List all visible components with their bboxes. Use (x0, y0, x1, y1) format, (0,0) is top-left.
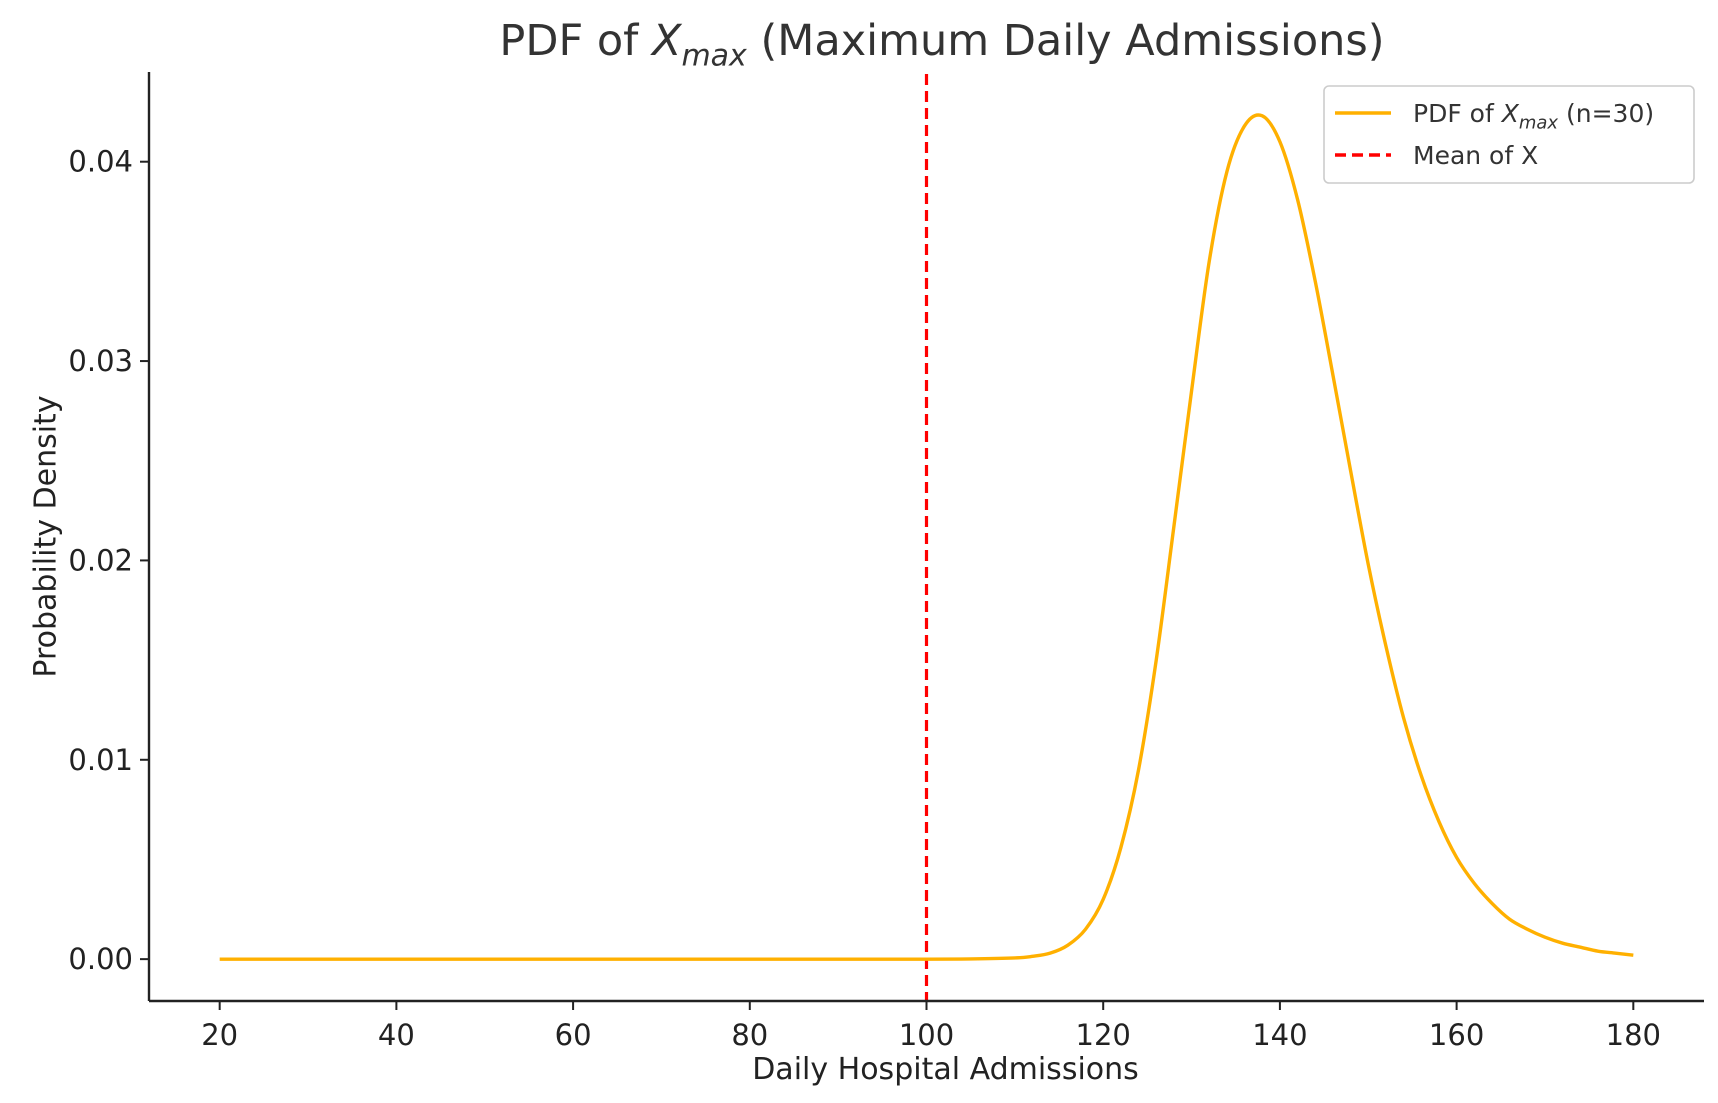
pdf-curve (219, 113, 1634, 961)
y-axis-title: Probability Density (29, 395, 64, 677)
x-tick-label: 100 (899, 1018, 954, 1052)
y-tick-label: 0.02 (68, 543, 133, 577)
x-axis: 20 40 60 80 100 120 140 160 180 (149, 999, 1704, 1052)
legend: PDF of Xmax (n=30) Mean of X (1323, 85, 1695, 184)
x-axis-title: Daily Hospital Admissions (752, 1052, 1139, 1087)
x-tick-label: 40 (378, 1018, 415, 1052)
x-tick-label: 120 (1076, 1018, 1131, 1052)
x-tick-label: 160 (1429, 1018, 1484, 1052)
x-tick-label: 20 (201, 1018, 238, 1052)
y-tick-label: 0.00 (68, 942, 133, 976)
legend-box (1323, 85, 1695, 184)
x-tick-label: 80 (731, 1018, 768, 1052)
x-tick-label: 140 (1252, 1018, 1307, 1052)
legend-label: Mean of X (1413, 141, 1538, 170)
x-tick-label: 60 (555, 1018, 592, 1052)
y-axis: 0.00 0.01 0.02 0.03 0.04 (68, 72, 151, 1001)
chart-title: PDF of Xmax (Maximum Daily Admissions) (499, 16, 1384, 74)
x-tick-label: 180 (1606, 1018, 1661, 1052)
legend-label: PDF of Xmax (n=30) (1413, 99, 1654, 133)
y-tick-label: 0.03 (68, 344, 133, 378)
y-tick-label: 0.01 (68, 743, 133, 777)
plot-area (219, 74, 1634, 1001)
y-tick-label: 0.04 (68, 145, 133, 179)
